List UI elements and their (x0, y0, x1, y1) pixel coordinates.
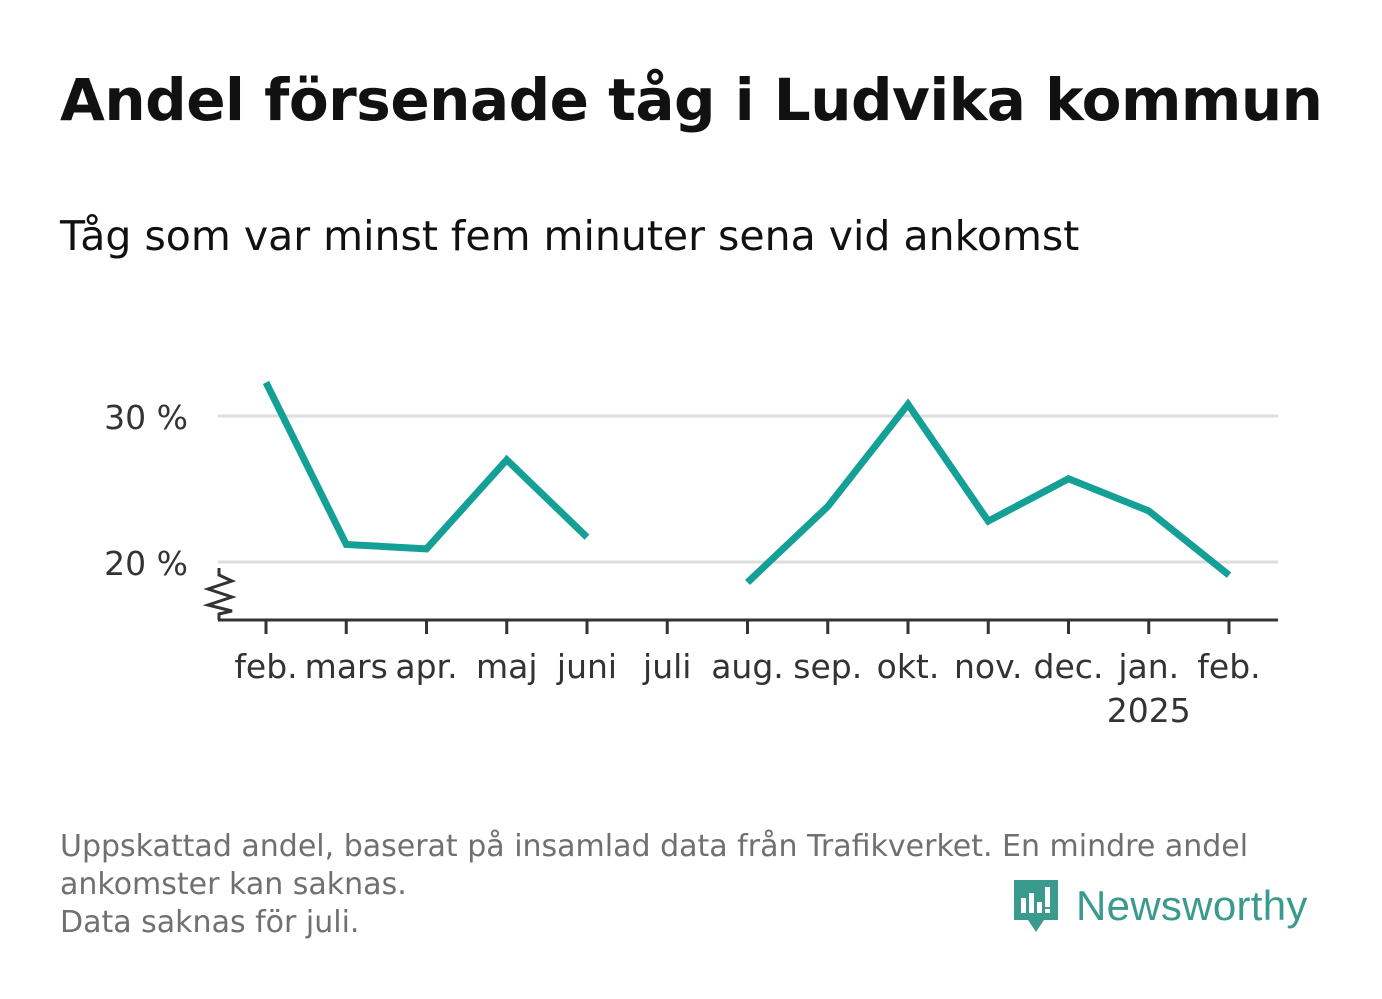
line-chart: 20 %30 % feb. mars apr. maj juni juli aug. sep.… (104, 380, 1278, 730)
y-tick-label: 20 % (104, 544, 188, 583)
footnote-source: Uppskattad andel, baserat på insamlad da… (60, 829, 1249, 902)
series-line-segment (745, 398, 1232, 585)
x-tick-label: apr. (395, 647, 457, 686)
x-tick-label: maj (476, 647, 538, 686)
x-tick-label: juni (556, 647, 617, 686)
newsworthy-logo-icon (1014, 880, 1058, 932)
x-tick-label: jan. (1117, 647, 1179, 686)
x-tick-label: feb. (234, 647, 297, 686)
x-tick-year-label: 2025 (1107, 691, 1191, 730)
y-tick-label: 30 % (104, 398, 188, 437)
x-tick-label: nov. (954, 647, 1023, 686)
brand-name: Newsworthy (1076, 882, 1308, 929)
chart-subtitle: Tåg som var minst fem minuter sena vid a… (60, 212, 1080, 260)
x-tick-label: mars (305, 647, 388, 686)
x-axis (202, 568, 1278, 622)
footnote-missing: Data saknas för juli. (60, 905, 360, 940)
brand-logo: Newsworthy (1010, 876, 1308, 936)
series-lines (262, 380, 1232, 585)
x-tick-label: aug. (711, 647, 784, 686)
x-tick-label: dec. (1034, 647, 1104, 686)
gridlines (218, 414, 1278, 564)
series-line-segment (262, 380, 590, 553)
x-tick-label: juli (642, 647, 691, 686)
x-tick-label: okt. (877, 647, 940, 686)
x-tick-label: sep. (793, 647, 862, 686)
axis-break-mark (202, 568, 237, 620)
footnotes: Uppskattad andel, baserat på insamlad da… (60, 828, 1310, 942)
x-tick-label: feb. (1197, 647, 1260, 686)
chart-title: Andel försenade tåg i Ludvika kommun (60, 66, 1323, 134)
x-axis-ticks: feb. mars apr. maj juni juli aug. sep. okt. nov. d… (234, 620, 1261, 730)
y-axis-ticks: 20 % 30 % (104, 398, 188, 583)
